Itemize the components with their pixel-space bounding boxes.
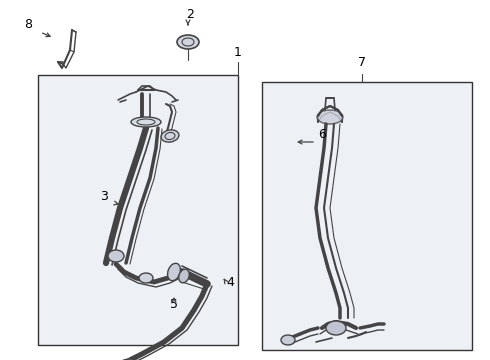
Ellipse shape bbox=[139, 273, 153, 283]
Text: 7: 7 bbox=[358, 56, 366, 69]
Text: 3: 3 bbox=[100, 190, 108, 203]
Bar bbox=[262, 82, 472, 350]
Text: 1: 1 bbox=[234, 46, 242, 59]
Text: 6: 6 bbox=[318, 128, 326, 141]
Ellipse shape bbox=[317, 110, 343, 124]
Ellipse shape bbox=[108, 250, 124, 262]
Bar bbox=[38, 75, 238, 345]
Ellipse shape bbox=[161, 130, 179, 142]
Ellipse shape bbox=[326, 321, 346, 335]
Text: 5: 5 bbox=[170, 298, 178, 311]
Text: 8: 8 bbox=[24, 18, 32, 31]
Ellipse shape bbox=[168, 263, 180, 281]
Ellipse shape bbox=[281, 335, 295, 345]
Ellipse shape bbox=[177, 35, 199, 49]
Ellipse shape bbox=[119, 359, 141, 360]
Text: 2: 2 bbox=[186, 8, 194, 21]
Ellipse shape bbox=[131, 117, 161, 127]
Text: 4: 4 bbox=[226, 276, 234, 289]
Ellipse shape bbox=[179, 269, 189, 283]
